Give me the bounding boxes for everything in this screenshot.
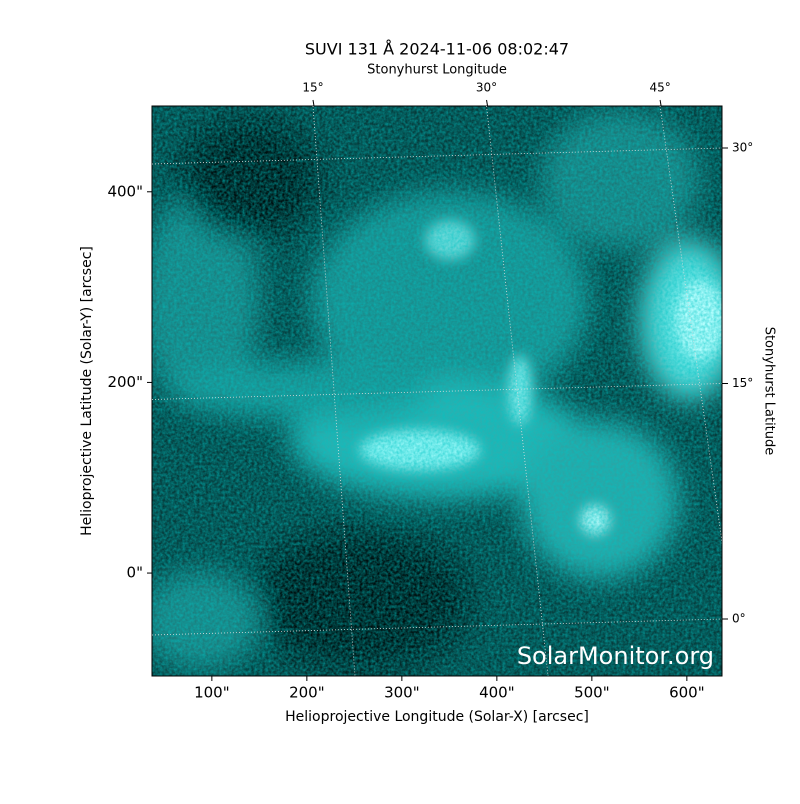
x-tick-label: 200": [289, 684, 325, 702]
x-axis-label: Helioprojective Longitude (Solar-X) [arc…: [285, 709, 589, 725]
lon-grid-line: [486, 106, 549, 676]
solar-image: [152, 106, 722, 676]
lat-grid-line: [151, 383, 723, 400]
chart-title: SUVI 131 Å 2024-11-06 08:02:47: [305, 40, 569, 59]
y-tick-label: 400": [107, 182, 143, 200]
right-axis-label: Stonyhurst Latitude: [762, 327, 777, 456]
watermark: SolarMonitor.org: [517, 642, 714, 670]
y-tick-label: 200": [107, 373, 143, 391]
lat-tick-label: 30°: [732, 141, 753, 155]
lon-tick-label: 45°: [649, 81, 670, 95]
x-tick-label: 100": [194, 684, 230, 702]
y-tick-label: 0": [127, 564, 143, 582]
lon-tick-label: 15°: [302, 81, 323, 95]
x-tick-label: 400": [479, 684, 515, 702]
lon-tick-label: 30°: [476, 81, 497, 95]
lon-tick: [659, 99, 662, 107]
lon-tick: [312, 99, 315, 107]
lat-grid-line: [151, 147, 723, 165]
y-axis-label: Helioprojective Latitude (Solar-Y) [arcs…: [79, 246, 95, 536]
lon-tick: [486, 99, 489, 107]
plot-frame: [151, 105, 723, 677]
lat-grid-line: [151, 618, 723, 636]
top-axis-label: Stonyhurst Longitude: [367, 63, 507, 78]
lat-tick-label: 0°: [732, 612, 746, 626]
lon-grid-line: [312, 106, 356, 676]
x-tick-label: 600": [669, 684, 705, 702]
x-tick-label: 500": [574, 684, 610, 702]
lat-tick-label: 15°: [732, 376, 753, 390]
x-tick-label: 300": [384, 684, 420, 702]
